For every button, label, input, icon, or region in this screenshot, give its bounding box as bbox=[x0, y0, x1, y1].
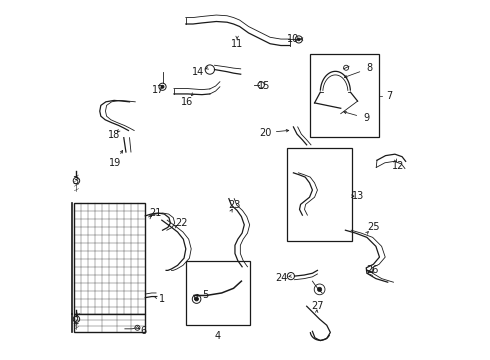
Text: 26: 26 bbox=[366, 265, 378, 275]
Text: 10: 10 bbox=[287, 34, 299, 44]
Text: 1: 1 bbox=[159, 294, 165, 304]
Text: 17: 17 bbox=[152, 85, 165, 95]
Bar bbox=[186, 261, 250, 325]
Circle shape bbox=[161, 85, 164, 88]
Text: 14: 14 bbox=[192, 67, 204, 77]
Bar bbox=[74, 315, 146, 332]
Text: 24: 24 bbox=[275, 273, 288, 283]
Text: 25: 25 bbox=[367, 222, 380, 231]
Text: 16: 16 bbox=[181, 97, 193, 107]
Text: 11: 11 bbox=[231, 40, 243, 49]
Circle shape bbox=[195, 297, 198, 301]
Bar bbox=[287, 148, 352, 241]
Text: 9: 9 bbox=[364, 113, 370, 123]
Circle shape bbox=[318, 287, 322, 292]
Text: 4: 4 bbox=[215, 331, 221, 341]
Text: 27: 27 bbox=[311, 301, 324, 311]
Text: 18: 18 bbox=[108, 130, 120, 140]
Text: 13: 13 bbox=[352, 191, 364, 201]
Bar bbox=[310, 54, 379, 137]
Circle shape bbox=[297, 38, 300, 41]
Text: 6: 6 bbox=[141, 325, 147, 336]
Bar bbox=[74, 203, 146, 315]
Text: 3: 3 bbox=[73, 176, 79, 186]
Text: 5: 5 bbox=[202, 291, 208, 301]
Text: 12: 12 bbox=[392, 161, 405, 171]
Text: 8: 8 bbox=[367, 63, 373, 73]
Text: 23: 23 bbox=[228, 200, 241, 210]
Text: 19: 19 bbox=[109, 158, 122, 168]
Text: 2: 2 bbox=[73, 316, 79, 325]
Text: 21: 21 bbox=[149, 208, 162, 218]
Text: 7: 7 bbox=[386, 91, 392, 101]
Text: 15: 15 bbox=[257, 81, 270, 91]
Text: 22: 22 bbox=[175, 218, 187, 228]
Text: 20: 20 bbox=[260, 128, 272, 138]
